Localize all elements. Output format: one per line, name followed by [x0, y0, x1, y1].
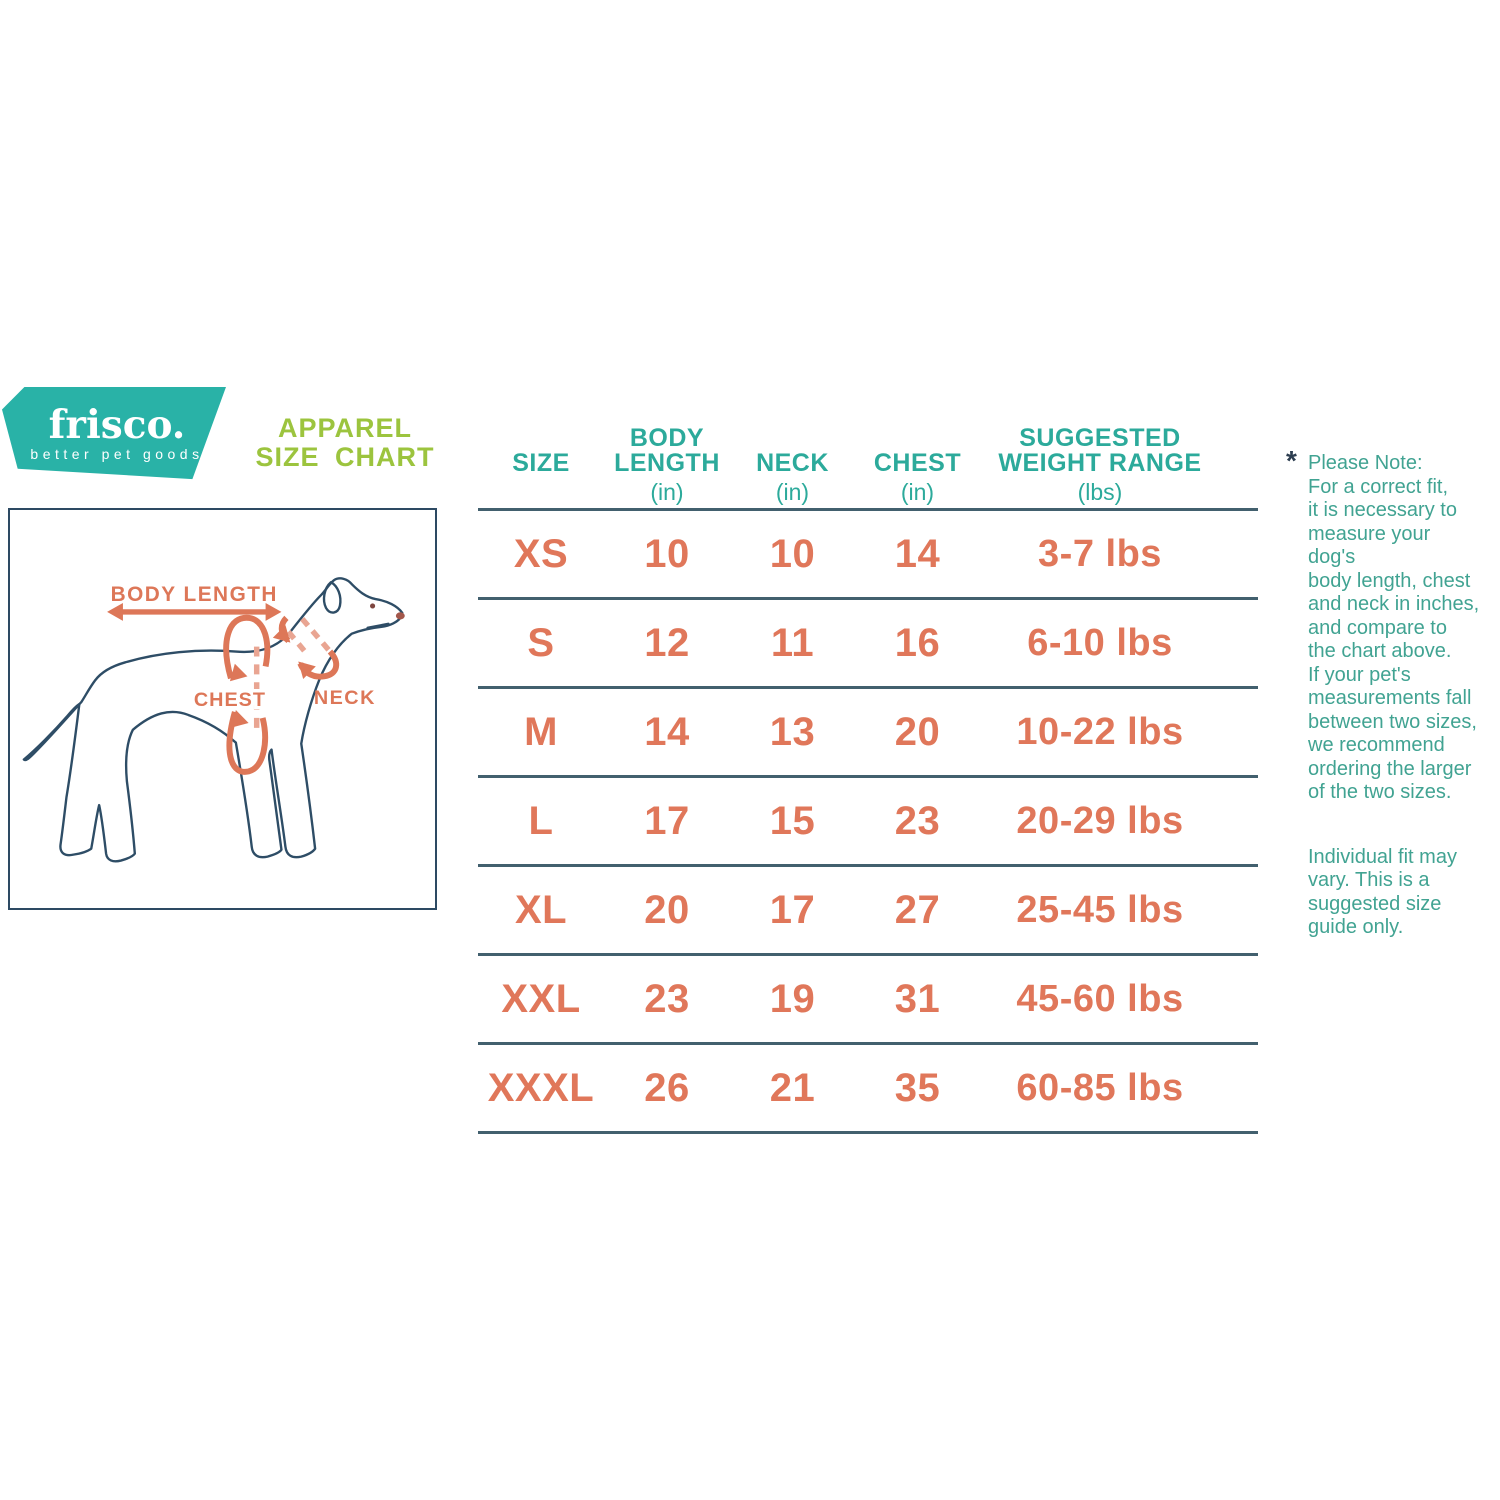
cell-weight: 10-22 lbs — [1016, 710, 1184, 753]
neck-arrowhead-up — [298, 661, 316, 679]
chest-label: CHEST — [194, 689, 266, 711]
page-title-line2: SIZE CHART — [255, 442, 435, 472]
table-row-l: L 17 15 23 20-29 lbs — [478, 775, 1258, 864]
frisco-logo-tagline: better pet goods — [30, 446, 204, 462]
cell-neck: 21 — [769, 1065, 816, 1110]
size-table-header: SIZE BODY LENGTH (in) NECK (in) CHEST (i… — [478, 408, 1258, 508]
cell-weight: 20-29 lbs — [1016, 799, 1184, 842]
cell-neck: 15 — [769, 798, 816, 843]
table-row-xl: XL 20 17 27 25-45 lbs — [478, 864, 1258, 953]
table-row-s: S 12 11 16 6-10 lbs — [478, 597, 1258, 686]
cell-weight: 6-10 lbs — [1027, 621, 1173, 664]
cell-body-length: 12 — [644, 620, 690, 665]
frisco-logo: frisco. better pet goods — [2, 387, 226, 480]
cell-body-length: 20 — [644, 887, 690, 932]
column-header-neck: NECK (in) — [756, 449, 829, 506]
chest-arrowhead-down — [229, 663, 248, 682]
cell-weight: 3-7 lbs — [1038, 532, 1162, 575]
dog-outline — [22, 577, 404, 863]
column-header-body-length: BODY LENGTH (in) — [614, 424, 720, 506]
cell-body-length: 14 — [644, 709, 690, 754]
column-header-chest: CHEST (in) — [873, 449, 962, 506]
body-length-label: BODY LENGTH — [111, 583, 278, 606]
cell-chest: 27 — [894, 887, 941, 932]
cell-weight: 45-60 lbs — [1016, 977, 1184, 1020]
dog-diagram-svg: BODY LENGTH CHEST NECK — [22, 577, 405, 863]
column-header-size: SIZE — [512, 449, 570, 477]
cell-neck: 11 — [770, 620, 815, 665]
dog-measurement-diagram: BODY LENGTH CHEST NECK — [8, 508, 437, 910]
cell-chest: 35 — [894, 1065, 941, 1110]
cell-neck: 13 — [769, 709, 816, 754]
table-row-xs: XS 10 10 14 3-7 lbs — [478, 508, 1258, 597]
page-title-line1: APPAREL — [277, 413, 412, 443]
cell-neck: 19 — [769, 976, 816, 1021]
table-row-m: M 14 13 20 10-22 lbs — [478, 686, 1258, 775]
measurement-annotations: BODY LENGTH CHEST NECK — [107, 583, 376, 775]
cell-neck: 17 — [769, 887, 816, 932]
frisco-logo-wordmark: frisco. — [48, 402, 186, 448]
cell-size: XS — [513, 531, 569, 576]
cell-size: XXXL — [487, 1065, 595, 1110]
neck-arrowhead-down — [272, 625, 291, 643]
dog-nose — [395, 612, 405, 620]
cell-body-length: 17 — [644, 798, 690, 843]
cell-body-length: 26 — [644, 1065, 690, 1110]
cell-chest: 14 — [894, 531, 941, 576]
note-panel: * Please Note: For a correct fit, it is … — [1286, 447, 1483, 940]
cell-body-length: 10 — [644, 531, 690, 576]
note-heading: Please Note: — [1308, 452, 1423, 474]
neck-dashed-line-1 — [300, 617, 333, 654]
cell-chest: 23 — [894, 798, 941, 843]
cell-size: XXL — [501, 976, 581, 1021]
cell-weight: 25-45 lbs — [1016, 888, 1184, 931]
chest-loop-lower — [226, 711, 268, 775]
cell-chest: 20 — [894, 709, 941, 754]
table-row-xxxl: XXXL 26 21 35 60-85 lbs — [478, 1042, 1258, 1134]
page-title: APPAREL SIZE CHART — [250, 414, 440, 472]
cell-size: M — [524, 709, 558, 754]
cell-chest: 31 — [894, 976, 941, 1021]
note-body: For a correct fit, it is necessary to me… — [1308, 475, 1480, 804]
chest-arrowhead-up — [231, 709, 249, 728]
neck-label: NECK — [314, 687, 376, 709]
body-length-arrowhead-right — [265, 602, 282, 621]
chest-loop-upper — [223, 614, 271, 680]
dog-eye — [370, 603, 376, 609]
cell-chest: 16 — [894, 620, 941, 665]
neck-dashed-line-2 — [286, 629, 311, 658]
body-length-arrowhead-left — [107, 602, 123, 621]
cell-size: S — [527, 620, 555, 665]
table-row-xxl: XXL 23 19 31 45-60 lbs — [478, 953, 1258, 1042]
cell-body-length: 23 — [644, 976, 690, 1021]
cell-size: L — [528, 798, 554, 843]
column-header-weight-range: SUGGESTED WEIGHT RANGE (lbs) — [998, 424, 1202, 506]
note-footnote: Individual fit may vary. This is a sugge… — [1308, 845, 1457, 939]
cell-size: XL — [514, 887, 568, 932]
cell-neck: 10 — [769, 531, 816, 576]
size-table: SIZE BODY LENGTH (in) NECK (in) CHEST (i… — [478, 408, 1258, 1134]
asterisk: * — [1286, 445, 1297, 476]
cell-weight: 60-85 lbs — [1016, 1066, 1184, 1109]
